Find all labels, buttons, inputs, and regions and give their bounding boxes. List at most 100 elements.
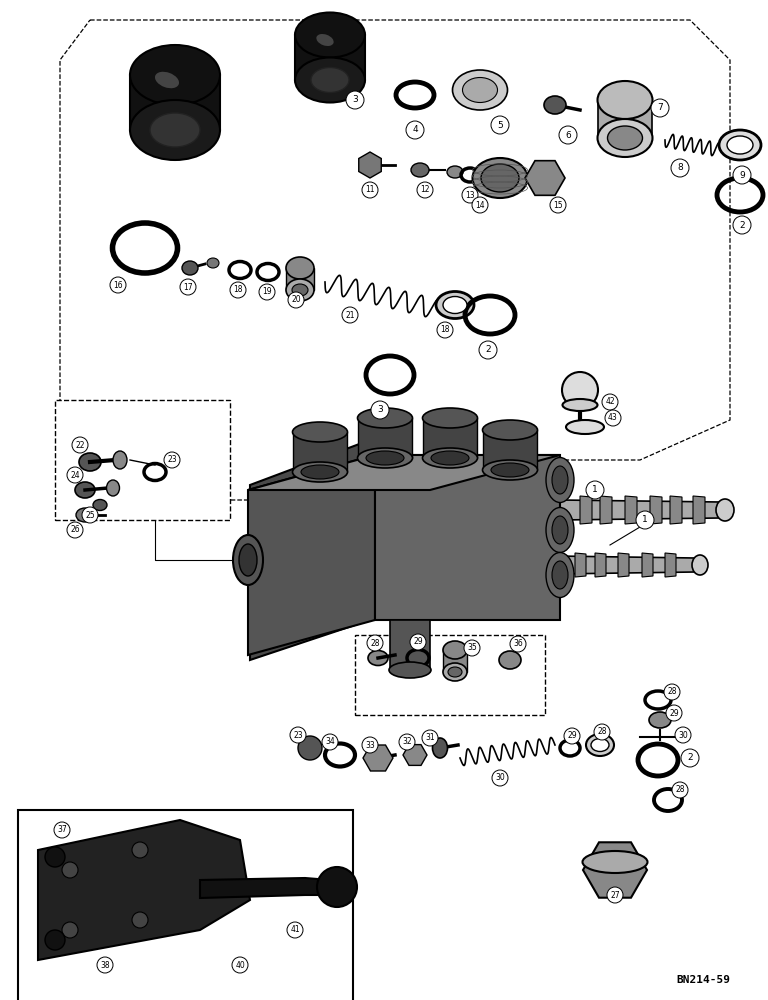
Text: 43: 43 <box>608 414 618 422</box>
Circle shape <box>671 159 689 177</box>
Circle shape <box>472 197 488 213</box>
Circle shape <box>607 887 623 903</box>
Text: 26: 26 <box>70 526 80 534</box>
Ellipse shape <box>113 451 127 469</box>
Ellipse shape <box>727 136 753 154</box>
Ellipse shape <box>316 34 333 46</box>
Text: 3: 3 <box>377 406 383 414</box>
Circle shape <box>72 437 88 453</box>
Text: 19: 19 <box>262 288 272 296</box>
Circle shape <box>45 930 65 950</box>
Text: 7: 7 <box>657 104 663 112</box>
Circle shape <box>681 749 699 767</box>
Bar <box>355 635 545 715</box>
Ellipse shape <box>447 166 463 178</box>
Circle shape <box>564 728 580 744</box>
Text: 41: 41 <box>290 926 300 934</box>
Circle shape <box>164 452 180 468</box>
Circle shape <box>410 634 426 650</box>
Circle shape <box>322 734 338 750</box>
Circle shape <box>422 730 438 746</box>
Polygon shape <box>38 820 250 960</box>
Ellipse shape <box>130 100 220 160</box>
Ellipse shape <box>552 466 568 494</box>
Text: 28: 28 <box>675 786 685 794</box>
Text: 29: 29 <box>413 638 423 647</box>
Ellipse shape <box>591 738 609 752</box>
Circle shape <box>651 99 669 117</box>
Circle shape <box>287 922 303 938</box>
Text: 18: 18 <box>233 286 243 294</box>
Text: 29: 29 <box>669 708 679 718</box>
Text: 16: 16 <box>113 280 123 290</box>
Polygon shape <box>650 496 662 524</box>
Text: 25: 25 <box>85 510 94 520</box>
Circle shape <box>298 736 322 760</box>
Ellipse shape <box>292 284 308 296</box>
Ellipse shape <box>544 96 566 114</box>
Ellipse shape <box>582 851 647 873</box>
Ellipse shape <box>462 78 498 103</box>
Ellipse shape <box>586 734 614 756</box>
Text: 13: 13 <box>465 190 475 200</box>
Polygon shape <box>248 455 560 490</box>
Polygon shape <box>293 432 347 472</box>
Polygon shape <box>642 553 653 577</box>
Ellipse shape <box>482 420 538 440</box>
Text: 17: 17 <box>184 282 193 292</box>
Circle shape <box>399 734 415 750</box>
Polygon shape <box>443 650 467 672</box>
Ellipse shape <box>182 261 198 275</box>
Text: 31: 31 <box>425 734 435 742</box>
Polygon shape <box>595 553 606 577</box>
Ellipse shape <box>598 81 653 119</box>
Ellipse shape <box>546 552 574 597</box>
Text: 24: 24 <box>70 471 80 480</box>
Circle shape <box>417 182 433 198</box>
Ellipse shape <box>293 462 347 482</box>
Text: 28: 28 <box>667 688 677 696</box>
Ellipse shape <box>649 712 671 728</box>
Text: 33: 33 <box>365 740 375 750</box>
Text: 11: 11 <box>366 186 375 194</box>
Ellipse shape <box>233 535 263 585</box>
Ellipse shape <box>491 463 529 477</box>
Circle shape <box>664 684 680 700</box>
Ellipse shape <box>562 399 598 411</box>
Polygon shape <box>555 556 695 574</box>
Ellipse shape <box>366 451 404 465</box>
Polygon shape <box>665 553 676 577</box>
Ellipse shape <box>546 508 574 552</box>
Polygon shape <box>358 418 412 458</box>
Circle shape <box>437 322 453 338</box>
Text: 23: 23 <box>293 730 303 740</box>
Circle shape <box>290 727 306 743</box>
Polygon shape <box>295 35 365 80</box>
Text: 12: 12 <box>420 186 430 194</box>
Ellipse shape <box>552 561 568 589</box>
Ellipse shape <box>301 465 339 479</box>
Circle shape <box>406 121 424 139</box>
Ellipse shape <box>482 460 538 480</box>
Ellipse shape <box>546 458 574 502</box>
Circle shape <box>342 307 358 323</box>
Ellipse shape <box>716 499 734 521</box>
Circle shape <box>362 182 378 198</box>
Circle shape <box>288 292 304 308</box>
Circle shape <box>464 640 480 656</box>
Polygon shape <box>423 418 477 458</box>
Polygon shape <box>375 455 560 620</box>
Circle shape <box>672 782 688 798</box>
Polygon shape <box>598 100 652 138</box>
Circle shape <box>230 282 246 298</box>
Ellipse shape <box>422 408 478 428</box>
Ellipse shape <box>79 453 101 471</box>
Bar <box>55 400 230 520</box>
Polygon shape <box>483 430 537 470</box>
Ellipse shape <box>692 555 708 575</box>
Circle shape <box>54 822 70 838</box>
Circle shape <box>67 467 83 483</box>
Text: 20: 20 <box>291 296 301 304</box>
Ellipse shape <box>436 292 474 318</box>
Circle shape <box>479 341 497 359</box>
